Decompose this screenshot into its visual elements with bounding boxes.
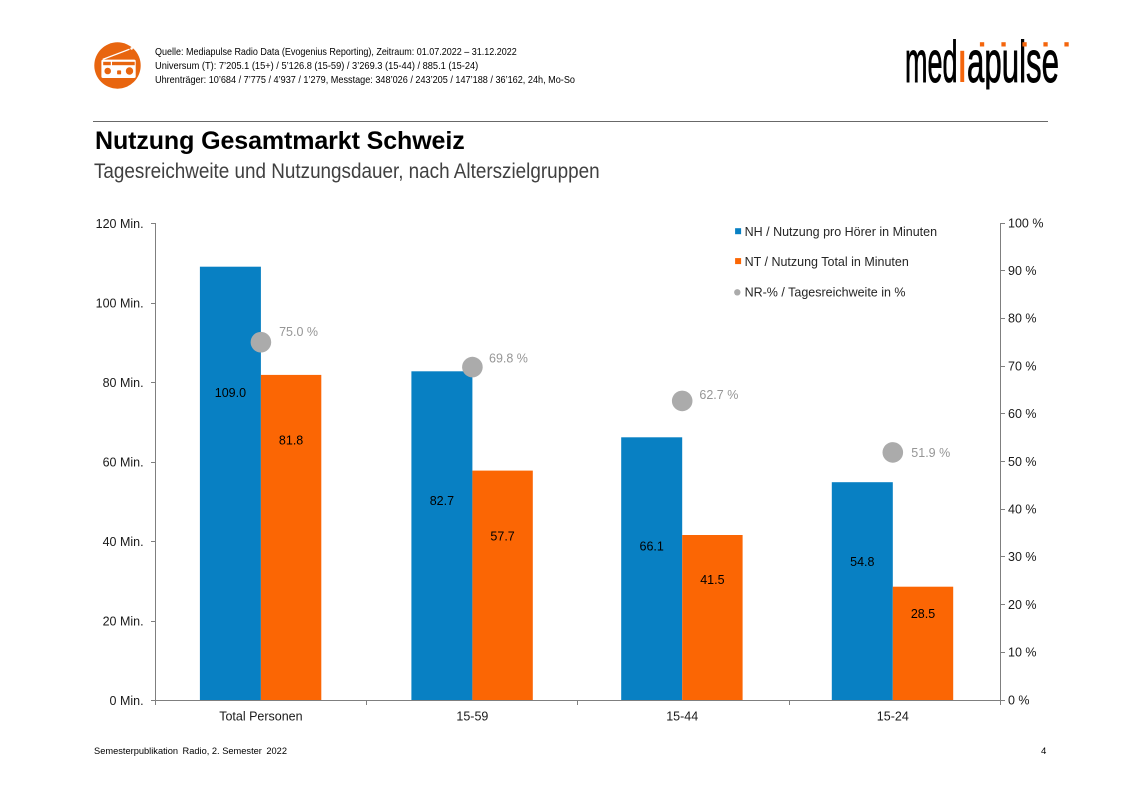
- svg-text:69.8 %: 69.8 %: [489, 351, 528, 365]
- svg-text:50 %: 50 %: [1008, 455, 1037, 469]
- svg-text:med: med: [905, 35, 958, 95]
- svg-text:54.8: 54.8: [850, 555, 874, 569]
- svg-text:57.7: 57.7: [490, 529, 514, 543]
- svg-text:0 Min.: 0 Min.: [110, 694, 144, 708]
- svg-text:100 Min.: 100 Min.: [96, 296, 144, 310]
- svg-text:Total Personen: Total Personen: [219, 710, 302, 724]
- svg-text:60 %: 60 %: [1008, 407, 1037, 421]
- svg-text:51.9 %: 51.9 %: [911, 446, 950, 460]
- svg-text:20 %: 20 %: [1008, 598, 1037, 612]
- svg-text:41.5: 41.5: [700, 573, 724, 587]
- svg-text:82.7: 82.7: [430, 494, 454, 508]
- svg-text:120 Min.: 120 Min.: [96, 217, 144, 231]
- svg-text:109.0: 109.0: [215, 386, 246, 400]
- svg-text:90 %: 90 %: [1008, 264, 1037, 278]
- svg-text:15-24: 15-24: [877, 710, 909, 724]
- svg-text:15-59: 15-59: [456, 710, 488, 724]
- svg-text:10 %: 10 %: [1008, 646, 1037, 660]
- svg-text:100 %: 100 %: [1008, 216, 1043, 230]
- svg-text:70 %: 70 %: [1008, 359, 1037, 373]
- svg-text:40 %: 40 %: [1008, 503, 1037, 517]
- svg-text:60 Min.: 60 Min.: [103, 455, 144, 469]
- svg-text:66.1: 66.1: [640, 540, 664, 554]
- svg-text:NH / Nutzung pro Hörer in Minu: NH / Nutzung pro Hörer in Minuten: [745, 225, 937, 239]
- svg-text:81.8: 81.8: [279, 433, 303, 447]
- svg-text:40 Min.: 40 Min.: [103, 535, 144, 549]
- svg-text:28.5: 28.5: [911, 607, 935, 621]
- svg-text:62.7 %: 62.7 %: [699, 388, 738, 402]
- svg-text:75.0 %: 75.0 %: [279, 325, 318, 339]
- svg-text:NR-% / Tagesreichweite in %: NR-% / Tagesreichweite in %: [745, 286, 906, 300]
- svg-text:15-44: 15-44: [666, 710, 698, 724]
- svg-text:0 %: 0 %: [1008, 693, 1030, 707]
- svg-text:30 %: 30 %: [1008, 550, 1037, 564]
- svg-text:80 %: 80 %: [1008, 312, 1037, 326]
- svg-text:NT / Nutzung Total in Minuten: NT / Nutzung Total in Minuten: [745, 255, 909, 269]
- svg-text:80 Min.: 80 Min.: [103, 376, 144, 390]
- svg-text:20 Min.: 20 Min.: [103, 614, 144, 628]
